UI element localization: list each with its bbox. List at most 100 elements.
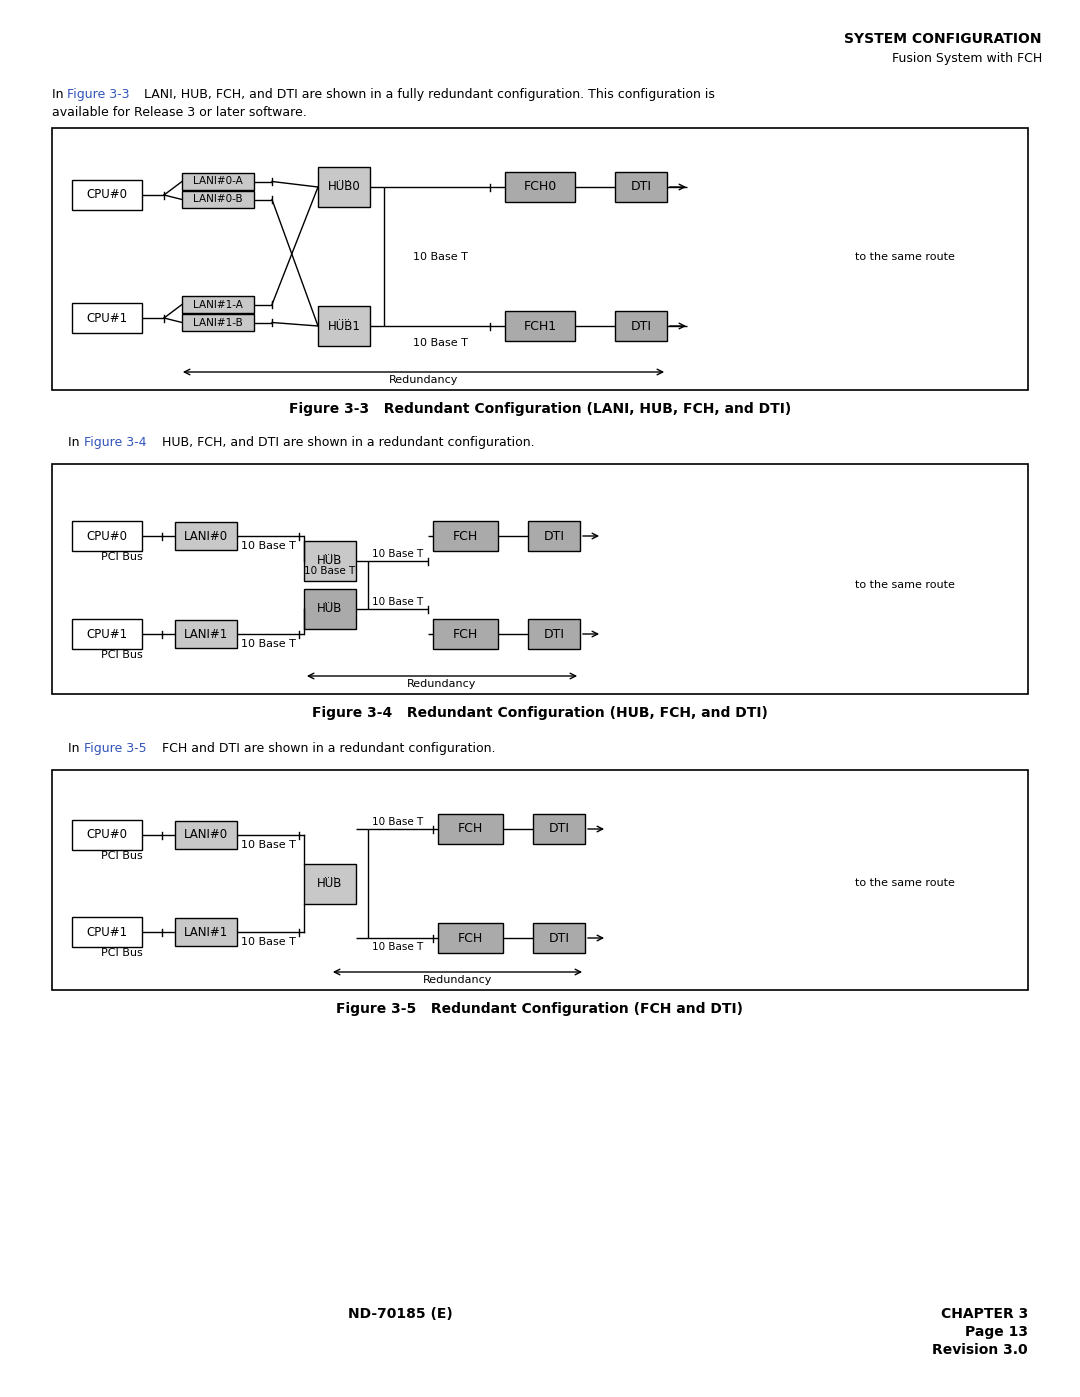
Text: Figure 3-3   Redundant Configuration (LANI, HUB, FCH, and DTI): Figure 3-3 Redundant Configuration (LANI…	[288, 402, 792, 416]
Text: CPU#1: CPU#1	[86, 627, 127, 640]
Text: available for Release 3 or later software.: available for Release 3 or later softwar…	[52, 106, 307, 119]
Bar	[52, 464, 1028, 694]
Text: 10 Base T: 10 Base T	[241, 937, 296, 947]
Bar	[528, 619, 580, 650]
Text: Revision 3.0: Revision 3.0	[932, 1343, 1028, 1356]
Text: Figure 3-4   Redundant Configuration (HUB, FCH, and DTI): Figure 3-4 Redundant Configuration (HUB,…	[312, 705, 768, 719]
Bar	[183, 191, 254, 208]
Bar	[534, 814, 585, 844]
Bar	[615, 312, 667, 341]
Text: FCH: FCH	[458, 932, 483, 944]
Text: DTI: DTI	[549, 823, 569, 835]
Bar	[52, 770, 1028, 990]
Bar	[72, 521, 141, 550]
Text: Figure 3-5   Redundant Configuration (FCH and DTI): Figure 3-5 Redundant Configuration (FCH …	[337, 1002, 743, 1016]
Bar	[433, 619, 498, 650]
Text: 10 Base T: 10 Base T	[241, 541, 296, 550]
Text: 10 Base T: 10 Base T	[373, 549, 423, 559]
Bar	[175, 918, 237, 946]
Text: FCH0: FCH0	[524, 180, 556, 194]
Bar	[303, 590, 356, 629]
Text: to the same route: to the same route	[855, 879, 955, 888]
Text: CPU#0: CPU#0	[86, 529, 127, 542]
Bar	[72, 820, 141, 849]
Bar	[318, 306, 370, 346]
Text: Page 13: Page 13	[966, 1324, 1028, 1338]
Text: ....: ....	[324, 548, 336, 557]
Text: Fusion System with FCH: Fusion System with FCH	[892, 52, 1042, 66]
Text: FCH: FCH	[453, 627, 478, 640]
Text: 10 Base T: 10 Base T	[373, 817, 423, 827]
Text: In: In	[68, 436, 83, 448]
Text: PCI Bus: PCI Bus	[102, 949, 143, 958]
Text: HUB0: HUB0	[327, 180, 361, 194]
Text: 10 Base T: 10 Base T	[413, 338, 468, 348]
Bar	[72, 303, 141, 332]
Bar	[175, 522, 237, 550]
Bar	[438, 923, 503, 953]
Text: Redundancy: Redundancy	[422, 975, 492, 985]
Text: LANI, HUB, FCH, and DTI are shown in a fully redundant configuration. This confi: LANI, HUB, FCH, and DTI are shown in a f…	[140, 88, 715, 101]
Text: SYSTEM CONFIGURATION: SYSTEM CONFIGURATION	[845, 32, 1042, 46]
Text: HUB: HUB	[318, 877, 342, 890]
Text: DTI: DTI	[631, 320, 651, 332]
Text: LANI#0-A: LANI#0-A	[193, 176, 243, 187]
Bar	[72, 619, 141, 650]
Text: DTI: DTI	[549, 932, 569, 944]
Bar	[505, 172, 575, 203]
Text: PCI Bus: PCI Bus	[102, 851, 143, 861]
Text: 10 Base T: 10 Base T	[413, 251, 468, 261]
Text: In: In	[68, 742, 83, 754]
Bar	[175, 620, 237, 648]
Bar	[52, 129, 1028, 390]
Text: to the same route: to the same route	[855, 580, 955, 590]
Text: LANI#1: LANI#1	[184, 925, 228, 939]
Text: In: In	[52, 88, 67, 101]
Text: LANI#0: LANI#0	[184, 529, 228, 542]
Text: 10 Base T: 10 Base T	[305, 566, 355, 576]
Text: CPU#1: CPU#1	[86, 925, 127, 939]
Text: LANI#0-B: LANI#0-B	[193, 194, 243, 204]
Text: ....: ....	[338, 312, 350, 321]
Bar	[72, 916, 141, 947]
Text: CPU#1: CPU#1	[86, 312, 127, 324]
Text: LANI#0: LANI#0	[184, 828, 228, 841]
Text: 10 Base T: 10 Base T	[373, 942, 423, 951]
Text: LANI#1: LANI#1	[184, 627, 228, 640]
Text: 10 Base T: 10 Base T	[241, 638, 296, 650]
Text: Redundancy: Redundancy	[389, 374, 458, 386]
Text: CHAPTER 3: CHAPTER 3	[941, 1308, 1028, 1322]
Bar	[318, 168, 370, 207]
Text: DTI: DTI	[631, 180, 651, 194]
Text: 10 Base T: 10 Base T	[373, 597, 423, 608]
Bar	[615, 172, 667, 203]
Text: FCH: FCH	[458, 823, 483, 835]
Text: FCH1: FCH1	[524, 320, 556, 332]
Bar	[183, 314, 254, 331]
Text: FCH and DTI are shown in a redundant configuration.: FCH and DTI are shown in a redundant con…	[158, 742, 496, 754]
Text: ....: ....	[338, 173, 350, 183]
Bar	[528, 521, 580, 550]
Text: DTI: DTI	[543, 627, 565, 640]
Text: CPU#0: CPU#0	[86, 828, 127, 841]
Bar	[505, 312, 575, 341]
Text: Figure 3-3: Figure 3-3	[67, 88, 130, 101]
Text: PCI Bus: PCI Bus	[102, 552, 143, 562]
Text: HUB: HUB	[318, 555, 342, 567]
Text: HUB, FCH, and DTI are shown in a redundant configuration.: HUB, FCH, and DTI are shown in a redunda…	[158, 436, 535, 448]
Text: ND-70185 (E): ND-70185 (E)	[348, 1308, 453, 1322]
Text: ....: ....	[324, 595, 336, 605]
Text: HUB1: HUB1	[327, 320, 361, 332]
Text: 10 Base T: 10 Base T	[241, 840, 296, 849]
Bar	[175, 821, 237, 849]
Bar	[303, 541, 356, 581]
Text: to the same route: to the same route	[855, 251, 955, 261]
Bar	[438, 814, 503, 844]
Text: ....: ....	[324, 869, 336, 880]
Text: DTI: DTI	[543, 529, 565, 542]
Bar	[303, 863, 356, 904]
Bar	[183, 296, 254, 313]
Bar	[72, 180, 141, 210]
Bar	[433, 521, 498, 550]
Text: LANI#1-B: LANI#1-B	[193, 317, 243, 327]
